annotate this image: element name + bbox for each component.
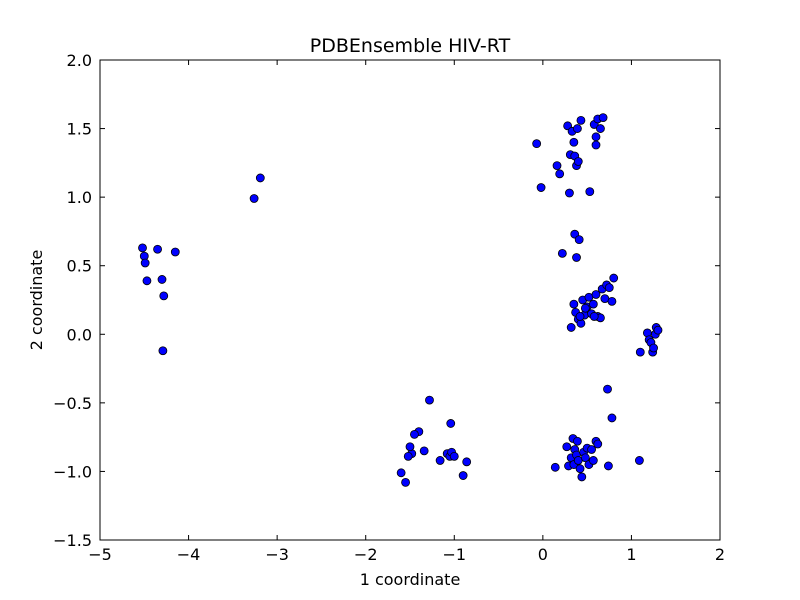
- data-point: [552, 161, 562, 171]
- x-tick-label: −5: [88, 545, 112, 564]
- data-point: [557, 248, 567, 258]
- data-point: [403, 451, 413, 461]
- points-layer: [138, 113, 663, 487]
- data-point: [604, 461, 613, 471]
- plot-frame: [99, 59, 721, 541]
- x-tick-label: −1: [442, 545, 466, 564]
- data-point: [565, 188, 574, 198]
- tick-labels-layer: −5 −4 −3 −2 −1 0 1 2 −1.5 −1.0 −0.5 0.0 0.5 1.0 1.5 2.0: [53, 51, 725, 564]
- data-point: [255, 173, 265, 183]
- data-point: [569, 299, 579, 309]
- data-point: [585, 187, 595, 197]
- data-point: [573, 124, 582, 133]
- data-point: [435, 456, 445, 465]
- data-point: [575, 464, 585, 474]
- data-point: [587, 445, 596, 454]
- data-point: [401, 477, 410, 487]
- data-point: [572, 253, 581, 262]
- data-point: [607, 413, 617, 423]
- data-point: [458, 471, 468, 480]
- data-point: [607, 296, 617, 306]
- data-point: [396, 468, 406, 478]
- chart-title: PDBEnsemble HIV-RT: [310, 35, 511, 57]
- data-point: [410, 429, 419, 439]
- ticks-layer: [99, 59, 721, 541]
- data-point: [419, 446, 429, 456]
- y-tick-label: −0.5: [53, 394, 92, 413]
- data-point: [653, 325, 663, 335]
- data-point: [170, 247, 180, 257]
- data-point: [142, 276, 152, 286]
- data-point: [573, 436, 582, 446]
- x-tick-label: 0: [538, 545, 548, 564]
- data-point: [566, 323, 576, 332]
- data-point: [598, 113, 608, 122]
- data-point: [591, 290, 601, 299]
- data-point: [603, 384, 612, 394]
- data-point: [591, 140, 601, 150]
- data-point: [604, 283, 614, 293]
- x-axis-label: 1 coordinate: [360, 570, 461, 589]
- x-tick-label: −4: [177, 545, 201, 564]
- data-point: [159, 291, 169, 301]
- x-tick-label: 2: [715, 545, 725, 564]
- data-point: [425, 395, 434, 405]
- data-point: [153, 244, 162, 254]
- data-point: [635, 456, 644, 465]
- data-point: [588, 456, 598, 465]
- data-point: [580, 453, 590, 463]
- data-point: [596, 124, 605, 133]
- data-point: [462, 457, 472, 467]
- data-point: [593, 439, 603, 449]
- data-point: [574, 235, 584, 245]
- x-tick-label: 1: [626, 545, 636, 564]
- data-point: [635, 347, 645, 357]
- y-tick-label: −1.0: [53, 462, 92, 481]
- y-tick-label: 0.5: [67, 257, 92, 276]
- y-tick-label: 0.0: [67, 325, 92, 344]
- data-point: [562, 442, 572, 452]
- data-point: [555, 169, 565, 179]
- data-point: [588, 299, 598, 309]
- data-point: [536, 183, 546, 192]
- data-point: [577, 472, 587, 482]
- data-point: [609, 273, 619, 283]
- y-tick-label: 1.0: [67, 188, 92, 207]
- y-axis-label: 2 coordinate: [27, 250, 46, 351]
- data-point: [580, 303, 590, 313]
- data-point: [140, 258, 150, 268]
- y-tick-label: 2.0: [67, 51, 92, 70]
- data-point: [449, 451, 459, 461]
- data-point: [575, 312, 585, 321]
- data-point: [649, 343, 658, 353]
- y-tick-label: −1.5: [53, 531, 92, 550]
- data-point: [569, 137, 579, 147]
- data-point: [589, 312, 599, 321]
- y-tick-label: 1.5: [67, 120, 92, 139]
- data-point: [157, 275, 167, 284]
- data-point: [249, 194, 259, 203]
- data-point: [138, 243, 147, 253]
- data-point: [405, 442, 415, 452]
- x-tick-label: −2: [354, 545, 378, 564]
- data-point: [591, 132, 601, 142]
- data-point: [550, 462, 560, 472]
- data-point: [573, 157, 583, 166]
- x-tick-label: −3: [265, 545, 289, 564]
- data-point: [576, 115, 586, 125]
- data-point: [532, 139, 542, 149]
- data-point: [158, 346, 168, 356]
- data-point: [446, 419, 456, 428]
